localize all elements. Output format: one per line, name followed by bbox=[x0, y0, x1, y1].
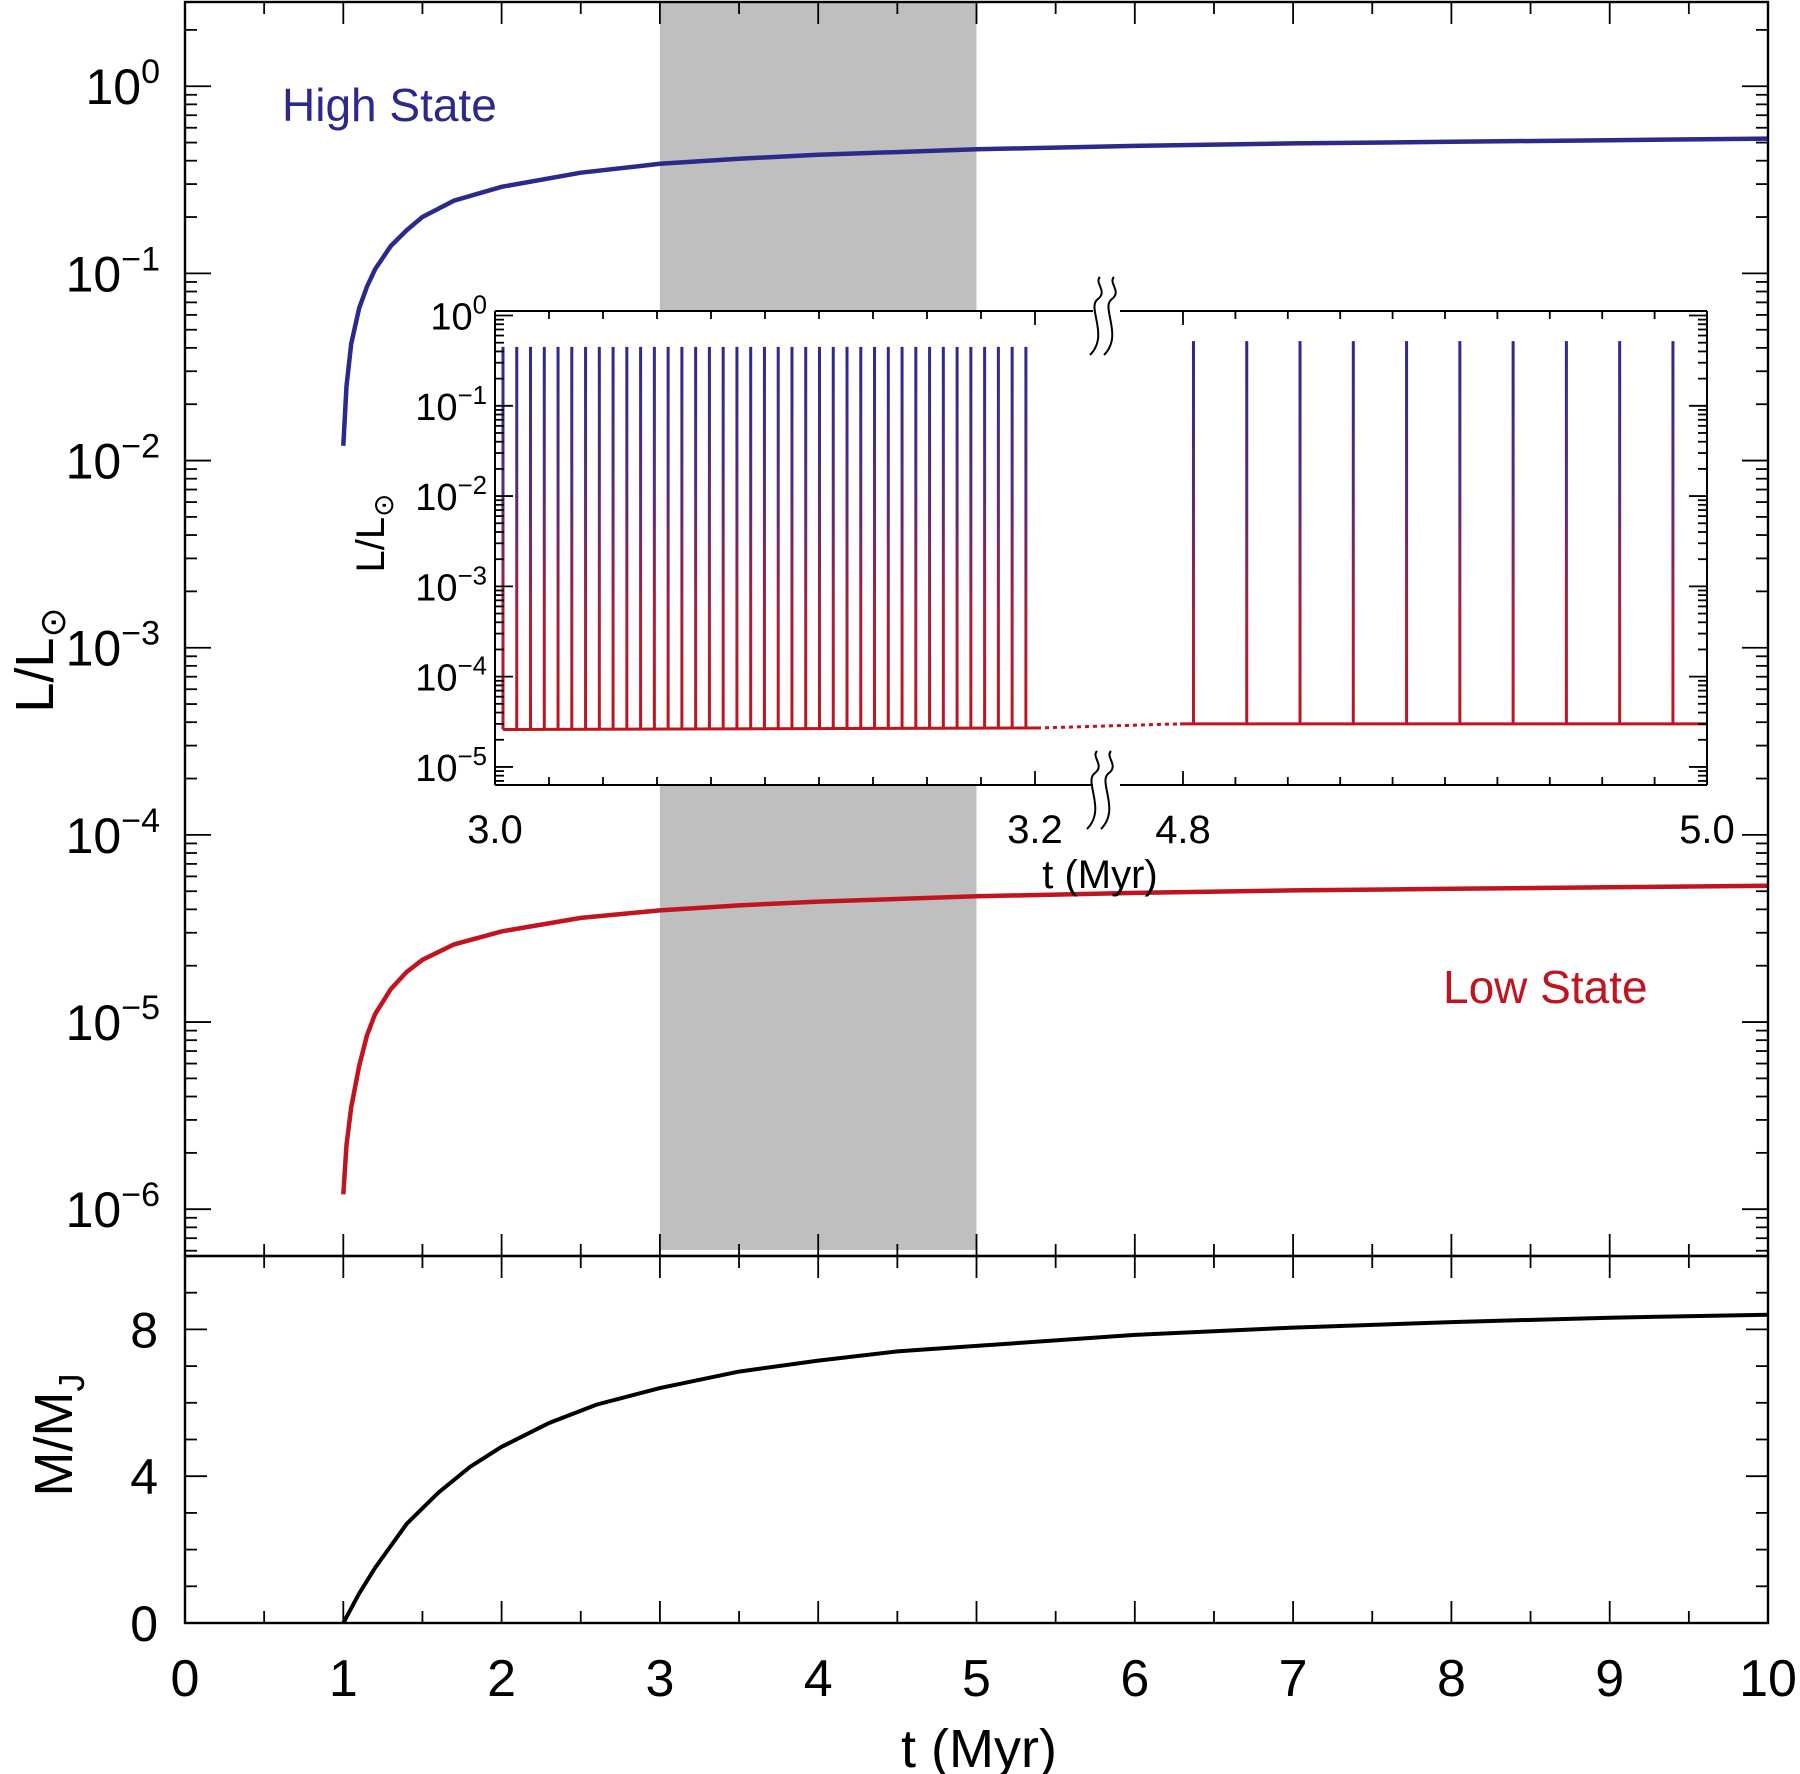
x-tick-label: 2 bbox=[487, 1650, 516, 1708]
axis-break-mark bbox=[1086, 750, 1114, 830]
x-tick-label: 1 bbox=[329, 1650, 358, 1708]
y-tick-label: 4 bbox=[130, 1449, 158, 1505]
inset-y-tick-labels: 100 10−1 10−2 10−3 10−4 10−5 bbox=[415, 292, 487, 790]
x-tick-label: 10 bbox=[1739, 1650, 1797, 1708]
inset-y-axis-title: L/L⊙ bbox=[349, 493, 399, 572]
inset-y-tick-label: 10−2 bbox=[415, 472, 487, 519]
x-tick-label: 3 bbox=[645, 1650, 674, 1708]
inset-x-tick-label: 4.8 bbox=[1155, 808, 1211, 852]
bottom-x-ticks: 0 1 2 3 4 5 6 7 8 9 10 bbox=[171, 1256, 1797, 1708]
inset-panel: 100 10−1 10−2 10−3 10−4 10−5 3.0 3.2 4.8 5.0 t (… bbox=[349, 276, 1735, 897]
inset-ticks bbox=[494, 311, 1708, 785]
top-y-ticks: 100 10−1 10−2 10−3 10−4 10−5 10−6 bbox=[66, 28, 1768, 1252]
x-tick-label: 8 bbox=[1437, 1650, 1466, 1708]
inset-frame bbox=[494, 276, 1708, 830]
bottom-x-axis-title: t (Myr) bbox=[901, 1719, 1057, 1774]
inset-baseline bbox=[502, 726, 1038, 731]
bottom-y-ticks: 0 4 8 bbox=[130, 1255, 1768, 1652]
mass-panel: 0 4 8 0 1 2 3 4 5 6 7 8 9 10 t (Myr) M/MJ bbox=[24, 1255, 1797, 1774]
inset-x-tick-labels: 3.0 3.2 4.8 5.0 bbox=[467, 808, 1735, 852]
inset-x-tick-label: 3.2 bbox=[1007, 808, 1063, 852]
x-tick-label: 0 bbox=[171, 1650, 200, 1708]
top-y-axis-title: L/L⊙ bbox=[5, 607, 73, 712]
inset-x-axis-title: t (Myr) bbox=[1042, 853, 1158, 897]
y-tick-label: 10−3 bbox=[66, 615, 160, 677]
x-tick-label: 6 bbox=[1120, 1650, 1149, 1708]
x-tick-label: 7 bbox=[1279, 1650, 1308, 1708]
low-state-label: Low State bbox=[1443, 961, 1648, 1013]
inset-background bbox=[495, 311, 1707, 785]
bottom-y-axis-title: M/MJ bbox=[24, 1374, 92, 1497]
mass-line bbox=[341, 1312, 1769, 1624]
high-state-line bbox=[341, 136, 1769, 446]
inset-x-tick-label: 5.0 bbox=[1679, 808, 1735, 852]
y-tick-label: 10−5 bbox=[66, 989, 160, 1051]
y-tick-label: 8 bbox=[130, 1302, 158, 1358]
y-tick-label: 100 bbox=[85, 53, 160, 115]
y-tick-label: 10−6 bbox=[66, 1176, 160, 1238]
x-tick-label: 4 bbox=[804, 1650, 833, 1708]
x-tick-label: 5 bbox=[962, 1650, 991, 1708]
inset-y-tick-label: 10−5 bbox=[415, 743, 487, 790]
y-tick-label: 10−2 bbox=[66, 428, 160, 490]
y-tick-label: 0 bbox=[130, 1596, 158, 1652]
y-tick-label: 10−4 bbox=[66, 802, 160, 864]
high-state-label: High State bbox=[282, 79, 497, 131]
inset-y-tick-label: 10−3 bbox=[415, 562, 487, 609]
axis-break-mark bbox=[1089, 276, 1117, 356]
x-tick-label: 9 bbox=[1595, 1650, 1624, 1708]
low-state-line bbox=[341, 883, 1769, 1195]
inset-y-tick-label: 10−4 bbox=[415, 653, 487, 700]
bottom-frame bbox=[183, 1254, 1770, 1625]
inset-y-tick-label: 10−1 bbox=[415, 382, 487, 429]
inset-x-tick-label: 3.0 bbox=[467, 808, 523, 852]
y-tick-label: 10−1 bbox=[66, 240, 160, 302]
panel-frames bbox=[183, 0, 1770, 1625]
inset-y-tick-label: 100 bbox=[430, 292, 487, 339]
